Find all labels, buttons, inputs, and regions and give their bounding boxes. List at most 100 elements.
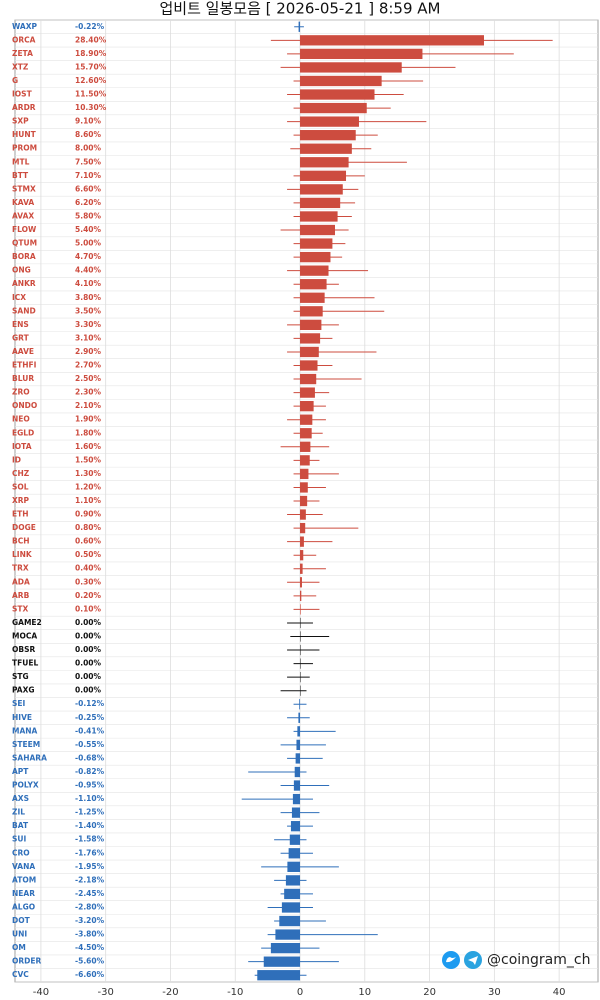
bar: [300, 522, 306, 534]
category-label: SEI: [12, 699, 26, 708]
value-label: 9.10%: [75, 117, 102, 126]
category-label: SXP: [12, 117, 29, 126]
bar: [300, 590, 302, 601]
bar: [300, 251, 331, 263]
bar: [281, 902, 301, 913]
bar: [300, 658, 301, 669]
category-label: VANA: [12, 862, 35, 871]
value-label: 7.10%: [75, 171, 102, 180]
value-label: 6.60%: [75, 184, 102, 193]
category-label: ZETA: [12, 49, 33, 58]
value-label: 1.30%: [75, 469, 102, 478]
bar: [300, 685, 301, 696]
value-label: -0.41%: [75, 726, 105, 735]
bar: [300, 89, 375, 100]
bar: [300, 644, 301, 656]
bar: [298, 21, 301, 32]
value-label: 0.20%: [75, 591, 102, 600]
value-label: 0.80%: [75, 523, 102, 532]
category-label: KAVA: [12, 198, 34, 207]
bar: [300, 333, 321, 344]
category-label: LINK: [12, 550, 33, 559]
value-label: -5.60%: [75, 957, 105, 966]
bar: [291, 807, 301, 818]
x-tick-label: 0: [297, 987, 303, 998]
category-label: SAND: [12, 306, 36, 315]
value-label: 0.60%: [75, 537, 102, 546]
bar: [300, 495, 308, 507]
category-label: STX: [12, 604, 29, 613]
value-label: 5.80%: [75, 211, 102, 220]
value-label: 18.90%: [75, 49, 107, 58]
category-label: AAVE: [12, 347, 34, 356]
category-label: MANA: [12, 726, 38, 735]
watermark-icons: [442, 951, 482, 969]
category-label: GRT: [12, 333, 30, 342]
bar: [300, 346, 319, 358]
value-label: -0.95%: [75, 781, 105, 790]
value-label: 3.50%: [75, 306, 102, 315]
category-label: FLOW: [12, 225, 37, 234]
value-label: 15.70%: [75, 62, 107, 71]
bar: [297, 726, 301, 737]
bar: [263, 956, 301, 967]
category-label: ONDO: [12, 401, 37, 410]
bar: [300, 617, 301, 629]
category-label: ORCA: [12, 35, 36, 44]
bar: [300, 157, 349, 168]
value-label: -0.25%: [75, 713, 105, 722]
category-label: QTUM: [12, 239, 37, 248]
category-label: OM: [12, 943, 26, 952]
category-label: AVAX: [12, 211, 34, 220]
bar: [300, 604, 301, 615]
value-label: 6.20%: [75, 198, 102, 207]
bar: [300, 170, 347, 181]
bar: [300, 482, 308, 493]
category-label: BTT: [12, 171, 29, 180]
category-label: IOTA: [12, 442, 32, 451]
value-label: 3.80%: [75, 293, 102, 302]
value-label: 1.20%: [75, 482, 102, 491]
bar: [299, 699, 301, 710]
bar: [300, 428, 312, 439]
value-label: -1.25%: [75, 808, 105, 817]
category-label: EGLD: [12, 428, 34, 437]
value-label: -1.76%: [75, 848, 105, 857]
value-label: -3.80%: [75, 930, 105, 939]
value-label: -1.10%: [75, 794, 105, 803]
bar: [300, 563, 303, 574]
category-label: HUNT: [12, 130, 37, 139]
value-label: 2.10%: [75, 401, 102, 410]
category-label: WAXP: [12, 22, 38, 31]
category-label: BLUR: [12, 374, 34, 383]
category-label: CRO: [12, 848, 30, 857]
x-tick-label: -20: [162, 987, 178, 998]
bar: [300, 360, 318, 371]
value-label: 5.00%: [75, 239, 102, 248]
bar: [300, 319, 322, 331]
category-label: STMX: [12, 184, 36, 193]
bar: [290, 821, 301, 832]
value-label: -1.40%: [75, 821, 105, 830]
value-label: 0.10%: [75, 604, 102, 613]
category-label: SOL: [12, 482, 29, 491]
value-label: 12.60%: [75, 76, 107, 85]
bar: [300, 265, 329, 276]
value-label: 2.30%: [75, 388, 102, 397]
bar: [300, 455, 310, 466]
bar: [300, 536, 304, 547]
value-label: -2.80%: [75, 902, 105, 911]
value-label: 1.50%: [75, 455, 102, 464]
category-label: POLYX: [12, 781, 39, 790]
value-label: 1.90%: [75, 415, 102, 424]
bar: [300, 414, 313, 425]
category-label: APT: [12, 767, 29, 776]
category-label: G: [12, 76, 18, 85]
value-label: 2.50%: [75, 374, 102, 383]
category-label: PROM: [12, 144, 37, 153]
bar: [300, 102, 367, 114]
category-label: AXS: [12, 794, 29, 803]
value-label: 4.10%: [75, 279, 102, 288]
value-label: 4.70%: [75, 252, 102, 261]
